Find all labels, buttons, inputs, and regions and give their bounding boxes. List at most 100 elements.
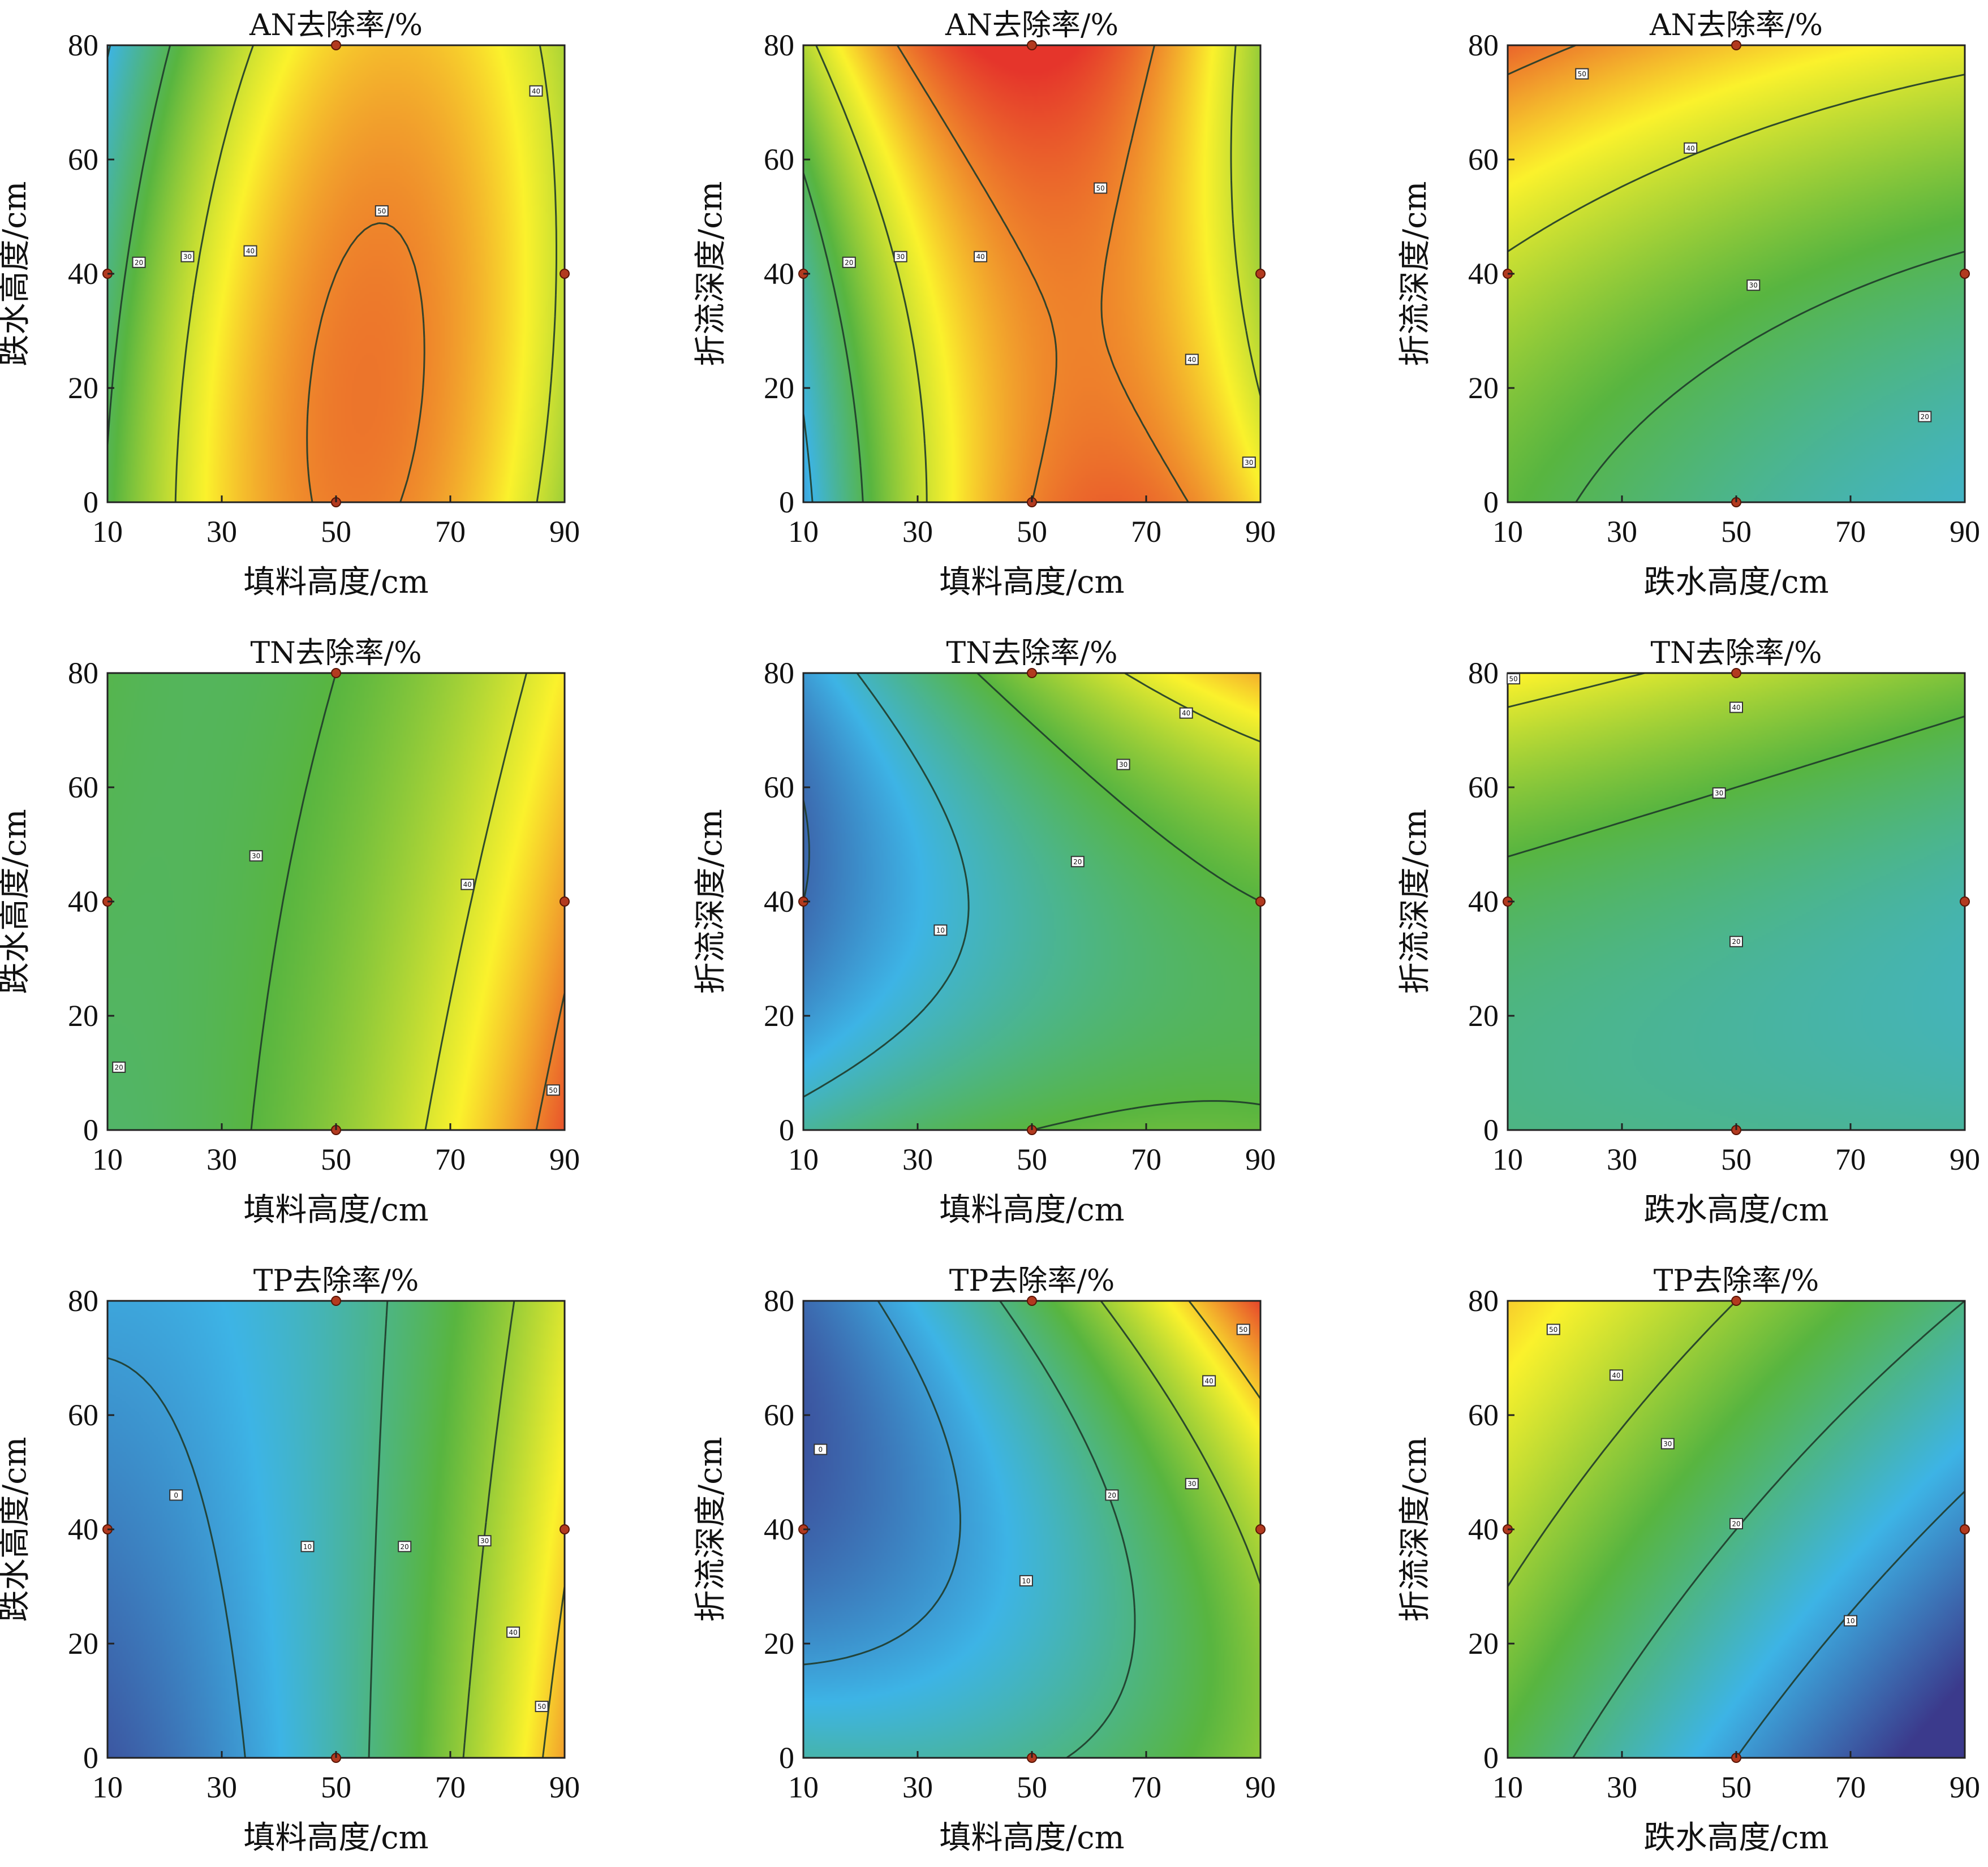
contour-label: 30: [1119, 761, 1128, 769]
contour-label-box: [535, 1701, 549, 1713]
contour-line-20: [803, 672, 970, 1098]
chart-title: AN去除率/%: [1649, 8, 1823, 42]
heatmap-surface: [107, 673, 565, 1130]
x-tick-label: 10: [92, 1142, 123, 1176]
design-point: [331, 668, 341, 678]
x-axis-label: 填料高度/cm: [939, 1819, 1124, 1856]
x-tick-label: 70: [435, 1142, 466, 1176]
heatmap-surface: [107, 1301, 565, 1758]
x-tick-label: 90: [1950, 515, 1980, 549]
y-tick-label: 20: [1468, 371, 1499, 405]
y-tick-label: 20: [764, 371, 794, 405]
x-tick-label: 30: [902, 1142, 933, 1176]
x-tick-label: 50: [321, 515, 351, 549]
y-tick-label: 0: [83, 1113, 98, 1147]
y-tick-label: 40: [68, 885, 98, 919]
contour-line-40: [541, 1586, 566, 1758]
y-tick-label: 40: [1468, 1512, 1499, 1546]
contour-label: 40: [1187, 356, 1196, 364]
contour-label: 30: [1715, 790, 1723, 797]
heatmap-surface: [1508, 673, 1965, 1130]
contour-label-box: [814, 1443, 828, 1455]
contour-label: 10: [936, 926, 945, 934]
contour-label: 20: [1732, 1520, 1740, 1528]
y-tick-label: 0: [1483, 1741, 1499, 1775]
y-tick-label: 40: [1468, 885, 1499, 919]
x-tick-label: 70: [1131, 1142, 1161, 1176]
y-axis-label: 折流深度/cm: [1397, 809, 1434, 994]
contour-label: 50: [1509, 675, 1517, 683]
x-tick-label: 30: [1607, 515, 1637, 549]
x-tick-label: 50: [1721, 1142, 1752, 1176]
x-tick-label: 10: [788, 1770, 819, 1804]
y-tick-label: 20: [68, 999, 98, 1033]
contour-label: 30: [1663, 1440, 1672, 1448]
contour-label: 40: [1612, 1372, 1620, 1379]
x-tick-label: 70: [435, 515, 466, 549]
y-tick-label: 20: [68, 371, 98, 405]
contour-line-50: [535, 993, 566, 1131]
contour-label-box: [243, 245, 257, 257]
y-tick-label: 40: [68, 257, 98, 291]
contour-panel-1: 20 30 40 50 40 10 30 50 70 90 0 20 40 60 80 AN去除率/% 填料高度…: [0, 8, 580, 601]
contour-label-box: [1660, 1438, 1675, 1450]
contour-label: 40: [1732, 704, 1740, 712]
contour-label-box: [1202, 1375, 1216, 1387]
y-tick-label: 60: [68, 1398, 98, 1432]
contour-line-30: [1575, 251, 1965, 503]
y-tick-label: 20: [68, 1627, 98, 1661]
x-tick-label: 30: [206, 515, 237, 549]
x-tick-label: 10: [788, 1142, 819, 1176]
y-tick-label: 0: [1483, 1113, 1499, 1147]
y-axis-label: 折流深度/cm: [692, 181, 729, 366]
design-point: [560, 1524, 570, 1534]
contour-label: 40: [1204, 1377, 1213, 1385]
contour-label-box: [300, 1541, 315, 1553]
chart-title: TN去除率/%: [250, 636, 421, 670]
contour-label-box: [529, 85, 543, 97]
contour-panel-2: 20 30 40 50 40 30 10 30 50 70 90 0 20 40 60 80 AN去除率/% 填料…: [692, 8, 1276, 601]
y-tick-label: 0: [779, 485, 794, 519]
x-tick-label: 70: [1835, 1770, 1866, 1804]
contour-line-30: [1507, 715, 1965, 858]
design-point: [1960, 269, 1970, 279]
contour-line-40: [1188, 1300, 1262, 1400]
x-tick-label: 10: [92, 515, 123, 549]
design-point: [331, 40, 341, 50]
y-tick-label: 80: [68, 1284, 98, 1318]
y-tick-label: 60: [764, 770, 794, 804]
contour-label: 10: [1846, 1617, 1854, 1625]
contour-label-box: [1236, 1323, 1250, 1335]
x-axis-label: 跌水高度/cm: [1643, 1192, 1828, 1228]
contour-label: 40: [463, 881, 472, 889]
contour-label: 20: [115, 1063, 123, 1071]
contour-line-40: [815, 45, 1262, 503]
x-tick-label: 90: [1245, 1142, 1276, 1176]
design-point: [1027, 668, 1037, 678]
contour-line-30: [802, 173, 864, 503]
y-tick-label: 60: [68, 770, 98, 804]
x-axis-label: 填料高度/cm: [243, 1192, 428, 1228]
contour-label: 40: [1182, 709, 1190, 717]
y-tick-label: 0: [1483, 485, 1499, 519]
y-tick-label: 80: [764, 1284, 794, 1318]
contour-label-box: [974, 251, 988, 262]
y-tick-label: 40: [764, 1512, 794, 1546]
contour-label: 20: [135, 258, 143, 266]
contour-label-box: [1070, 856, 1085, 868]
contour-label-box: [933, 924, 948, 936]
chart-title: TP去除率/%: [253, 1264, 419, 1298]
design-point: [1255, 896, 1266, 907]
design-point: [1960, 896, 1970, 907]
contour-label-box: [1116, 758, 1130, 770]
design-point: [1255, 1524, 1266, 1534]
contour-label-box: [375, 205, 389, 217]
contour-label-box: [1185, 353, 1199, 365]
contour-label: 30: [480, 1537, 489, 1545]
contour-label: 40: [509, 1628, 517, 1636]
chart-title: AN去除率/%: [945, 8, 1118, 42]
contour-label: 20: [401, 1543, 409, 1551]
